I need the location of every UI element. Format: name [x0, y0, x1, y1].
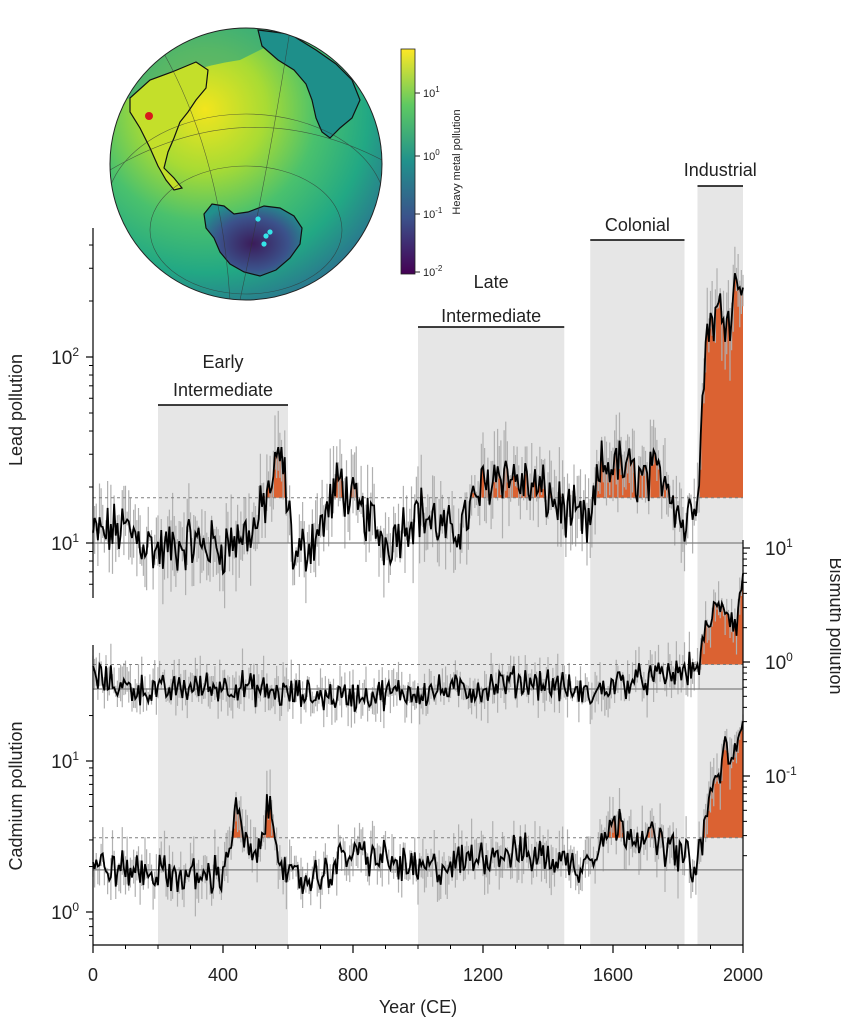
africa-landmass — [257, 29, 361, 139]
x-ticks: 0 400 800 1200 1600 2000 — [88, 945, 763, 985]
y-tick-label: 101 — [765, 536, 793, 560]
y-tick-label: 102 — [51, 345, 79, 369]
y-tick-label: 10-1 — [765, 764, 797, 788]
globe-outline — [109, 27, 383, 301]
lead-axis-label: Lead pollution — [6, 354, 26, 466]
y-tick-label: 101 — [51, 531, 79, 555]
x-tick-label: 2000 — [723, 965, 763, 985]
x-tick-label: 1200 — [463, 965, 503, 985]
y-tick-label: 100 — [51, 900, 79, 924]
lead-series-line — [92, 273, 744, 576]
period-label: Industrial — [684, 160, 757, 180]
colorbar-tick-label: 101 — [423, 85, 440, 100]
cadmium-series-line — [92, 721, 744, 894]
colorbar-label: Heavy metal pollution — [451, 109, 463, 214]
period-label: Intermediate — [173, 380, 273, 400]
colorbar-ticks: 101 100 10-1 10-2 — [415, 85, 443, 279]
period-label: Colonial — [605, 215, 670, 235]
colorbar — [400, 48, 416, 275]
cadmium-panel — [92, 714, 744, 917]
x-axis-label: Year (CE) — [379, 997, 457, 1017]
ice-core-site-markers — [255, 216, 273, 247]
bismuth-series-line — [92, 573, 744, 712]
x-tick-label: 800 — [338, 965, 368, 985]
x-tick-label: 1600 — [593, 965, 633, 985]
south-america-landmass — [129, 61, 209, 191]
cadmium-axis-label: Cadmium pollution — [6, 721, 26, 870]
period-label: Intermediate — [441, 306, 541, 326]
colorbar-tick-label: 100 — [423, 148, 440, 163]
inset-map: 101 100 10-1 10-2 Heavy metal pollution — [109, 27, 463, 301]
period-labels: Early Intermediate Late Intermediate Colonia… — [158, 160, 757, 406]
colorbar-tick-label: 10-2 — [423, 264, 443, 279]
colorbar-tick-label: 10-1 — [423, 206, 443, 221]
period-label: Late — [474, 272, 509, 292]
source-marker — [145, 112, 153, 120]
bismuth-axis-label: Bismuth pollution — [826, 557, 841, 694]
axes: 0 400 800 1200 1600 2000 10210110110010-11011… — [6, 228, 841, 1017]
data-panels — [92, 246, 744, 917]
antarctica-landmass — [203, 203, 303, 277]
lead-panel — [92, 246, 744, 609]
y-tick-label: 100 — [765, 650, 793, 674]
period-label: Early — [202, 352, 243, 372]
y-tick-label: 101 — [51, 749, 79, 773]
x-tick-label: 0 — [88, 965, 98, 985]
y-ticks: 102 101 101 100 10-1 101 100 — [51, 244, 797, 936]
x-tick-label: 400 — [208, 965, 238, 985]
